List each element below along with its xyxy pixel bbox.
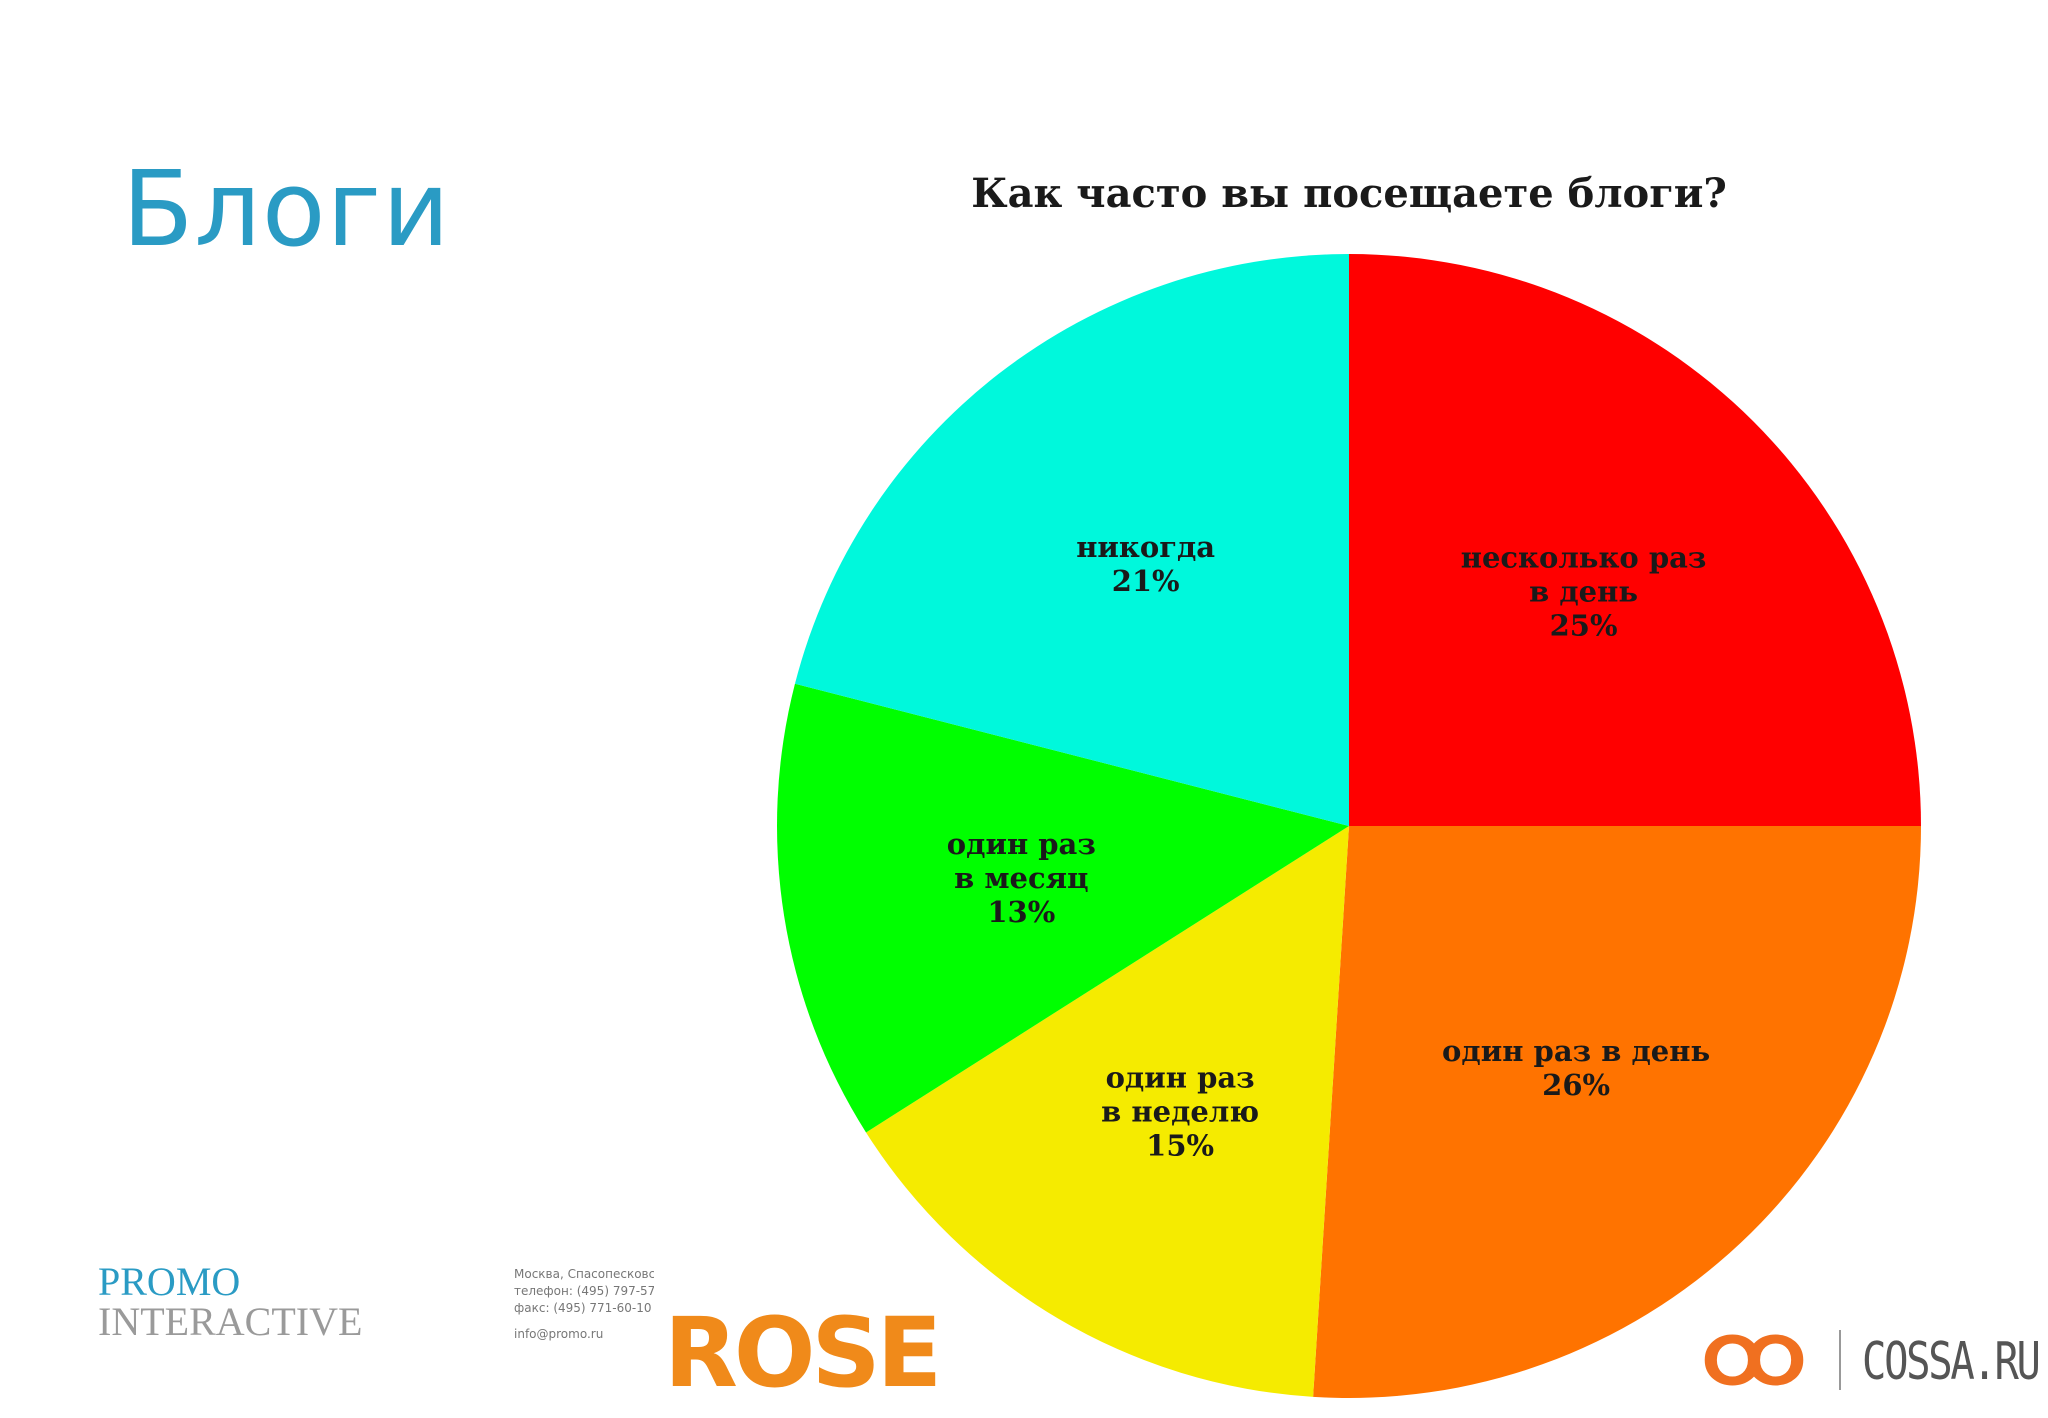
pie-slice-1 (1313, 826, 1921, 1398)
cossa-text: COSSA.RU (1862, 1332, 2041, 1392)
cossa-logo: COSSA.RU (1690, 1320, 2041, 1400)
pie-slice-label-line: в месяц (954, 861, 1088, 895)
rose-logo: ROSE (664, 1297, 942, 1409)
pie-slice-label-2: один раз в неделю 15% (1101, 1061, 1259, 1163)
pie-slice-label-line: один раз (947, 827, 1096, 861)
pie-slice-label-3: один раз в месяц 13% (947, 827, 1096, 929)
contact-email: info@promo.ru (514, 1327, 604, 1341)
pie-slice-percent: 21% (1112, 564, 1180, 598)
contact-phone: телефон: (495) 797-57-8 (514, 1284, 654, 1298)
pie-slice-percent: 13% (987, 895, 1055, 929)
pie-slice-0 (1349, 254, 1921, 826)
pie-slice-label-line: несколько раз (1461, 540, 1707, 574)
pie-slice-label-line: никогда (1076, 530, 1215, 564)
chart-title: Как часто вы посещаете блоги? (971, 170, 1727, 217)
pie-slice-label-4: никогда 21% (1076, 530, 1215, 598)
promo-logo-line1: PROMO (98, 1259, 241, 1304)
promo-logo-line2: INTERACTIVE (98, 1299, 363, 1344)
contact-info: Москва, Спасопесковский телефон: (495) 7… (514, 1266, 654, 1343)
pie-slice-label-1: один раз в день 26% (1442, 1034, 1710, 1102)
pie-slice-percent: 25% (1550, 608, 1618, 642)
slide-title: Блоги (122, 148, 451, 270)
contact-address: Москва, Спасопесковский (514, 1267, 654, 1281)
pie-slice-3 (777, 683, 1349, 1133)
pie-slice-label-line: в день (1529, 574, 1638, 608)
pie-slice-label-0: несколько раз в день 25% (1461, 540, 1707, 642)
pie-slice-2 (866, 826, 1349, 1397)
pie-slice-label-line: в неделю (1101, 1095, 1259, 1129)
pie-slice-percent: 26% (1542, 1068, 1610, 1102)
cossa-infinity-icon (1704, 1330, 1841, 1390)
pie-slice-percent: 15% (1146, 1129, 1214, 1163)
pie-slice-4 (794, 254, 1349, 826)
pie-slice-label-line: один раз в день (1442, 1034, 1710, 1068)
pie-slice-label-line: один раз (1106, 1061, 1255, 1095)
contact-fax: факс: (495) 771-60-10 ( (514, 1301, 654, 1315)
promo-interactive-logo: PROMO INTERACTIVE (98, 1262, 362, 1342)
